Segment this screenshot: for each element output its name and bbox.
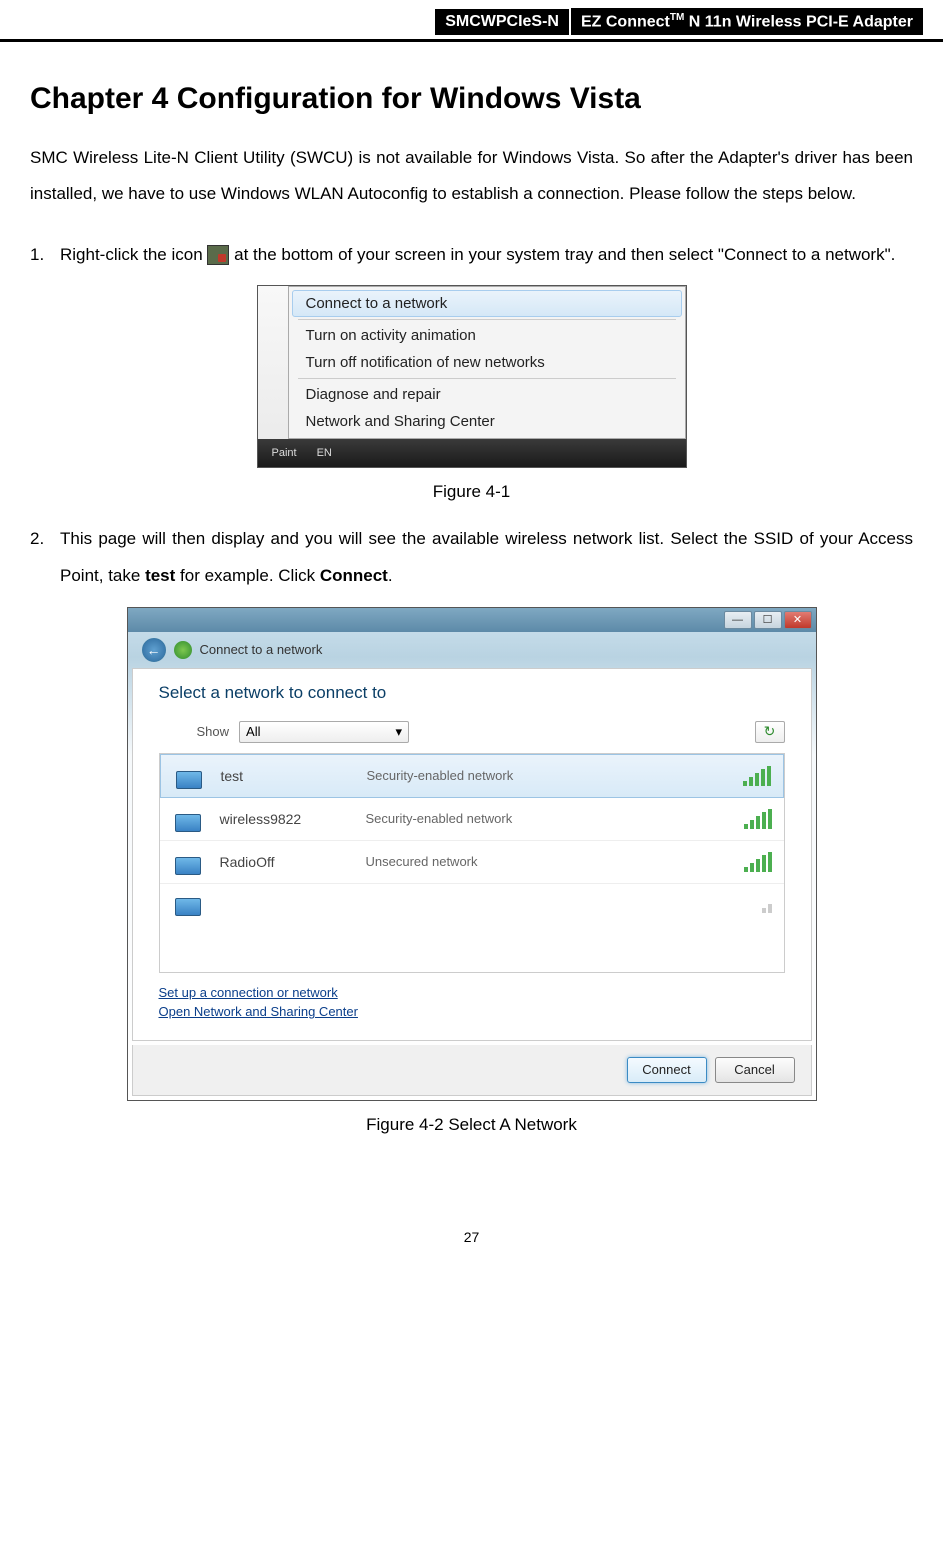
network-row[interactable]: test Security-enabled network [160,754,784,798]
signal-icon [744,852,772,872]
network-icon [172,890,204,916]
dialog-title: Select a network to connect to [159,683,785,703]
page-content: Chapter 4 Configuration for Windows Vist… [0,42,943,1173]
link-setup-connection[interactable]: Set up a connection or network [159,983,785,1003]
menu-item-notification[interactable]: Turn off notification of new networks [292,349,682,376]
menu-item-connect[interactable]: Connect to a network [292,290,682,317]
figure-caption: Figure 4-2 Select A Network [30,1115,913,1135]
step-2: 2.This page will then display and you wi… [30,520,913,595]
network-security: Security-enabled network [367,768,727,783]
refresh-button[interactable]: ↻ [755,721,785,743]
minimize-button[interactable]: — [724,611,752,629]
window-titlebar: — ☐ ✕ [128,608,816,632]
header-product: EZ ConnectTM N 11n Wireless PCI-E Adapte… [571,8,923,35]
page-number: 27 [0,1229,943,1265]
network-name: wireless9822 [220,811,350,827]
network-name: RadioOff [220,854,350,870]
figure-4-2: — ☐ ✕ ← Connect to a network Select a ne… [127,607,817,1101]
maximize-button[interactable]: ☐ [754,611,782,629]
step-number: 1. [30,236,60,273]
show-dropdown[interactable]: All ▾ [239,721,409,743]
signal-icon [762,893,772,913]
menu-item-sharing-center[interactable]: Network and Sharing Center [292,408,682,435]
cancel-button[interactable]: Cancel [715,1057,795,1083]
globe-icon [174,641,192,659]
taskbar-item: EN [317,447,332,459]
network-row-partial [160,884,784,922]
network-row[interactable]: wireless9822 Security-enabled network [160,798,784,841]
taskbar-item: Paint [272,447,297,459]
signal-icon [743,766,771,786]
network-security: Unsecured network [366,854,728,869]
show-label: Show [197,724,230,739]
filter-row: Show All ▾ ↻ [159,721,785,743]
chapter-title: Chapter 4 Configuration for Windows Vist… [30,82,913,116]
intro-paragraph: SMC Wireless Lite-N Client Utility (SWCU… [30,140,913,211]
breadcrumb: ← Connect to a network [128,632,816,668]
document-header: SMCWPCIeS-N EZ ConnectTM N 11n Wireless … [0,0,943,42]
dialog-body: Select a network to connect to Show All … [132,668,812,1041]
link-sharing-center[interactable]: Open Network and Sharing Center [159,1002,785,1022]
network-row[interactable]: RadioOff Unsecured network [160,841,784,884]
menu-separator [298,319,676,320]
step-1: 1.Right-click the icon at the bottom of … [30,236,913,273]
connect-button[interactable]: Connect [627,1057,707,1083]
menu-item-diagnose[interactable]: Diagnose and repair [292,381,682,408]
network-security: Security-enabled network [366,811,728,826]
signal-icon [744,809,772,829]
figure-4-1: Connect to a network Turn on activity an… [257,285,687,468]
header-model: SMCWPCIeS-N [435,9,569,35]
taskbar: Paint EN [258,439,686,467]
context-menu: Connect to a network Turn on activity an… [288,286,686,439]
dialog-links: Set up a connection or network Open Netw… [159,983,785,1022]
step-number: 2. [30,520,60,557]
network-icon [173,763,205,789]
breadcrumb-text: Connect to a network [200,642,323,657]
figure-caption: Figure 4-1 [30,482,913,502]
menu-separator [298,378,676,379]
network-list: test Security-enabled network wireless98… [159,753,785,973]
close-button[interactable]: ✕ [784,611,812,629]
back-button[interactable]: ← [142,638,166,662]
chevron-down-icon: ▾ [396,724,403,740]
network-name: test [221,768,351,784]
system-tray-icon [207,245,229,265]
dialog-footer: Connect Cancel [132,1045,812,1096]
network-icon [172,849,204,875]
menu-item-animation[interactable]: Turn on activity animation [292,322,682,349]
network-icon [172,806,204,832]
